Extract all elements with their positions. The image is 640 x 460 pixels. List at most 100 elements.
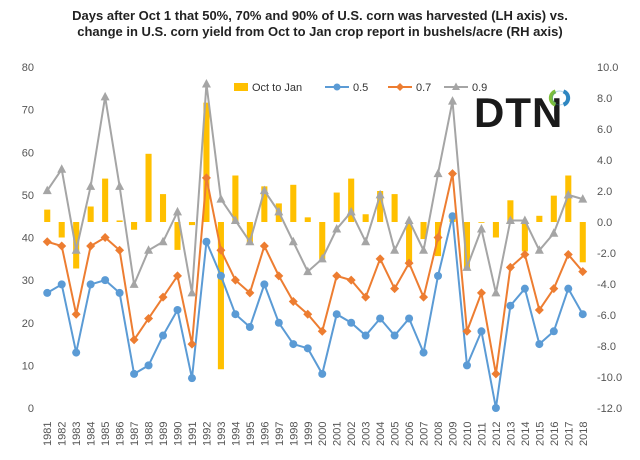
line-series-0.9 bbox=[42, 79, 588, 297]
line-series-0.7 bbox=[42, 169, 588, 379]
right-tick-label: 2.0 bbox=[597, 186, 612, 198]
point-circle bbox=[535, 340, 544, 349]
dtn-logo: DTN bbox=[474, 89, 571, 136]
point-diamond bbox=[245, 288, 255, 298]
x-tick-label: 1986 bbox=[115, 422, 127, 446]
point-circle bbox=[245, 323, 254, 332]
point-diamond bbox=[375, 254, 385, 264]
x-tick-label: 2008 bbox=[433, 422, 445, 446]
x-tick-label: 2009 bbox=[448, 422, 460, 446]
x-tick-label: 2018 bbox=[578, 422, 590, 446]
x-tick-label: 1984 bbox=[86, 422, 98, 446]
point-triangle bbox=[115, 181, 125, 190]
point-circle bbox=[520, 284, 529, 293]
bar bbox=[420, 222, 427, 240]
legend-item: 0.9 bbox=[444, 82, 487, 94]
bar bbox=[478, 222, 485, 223]
x-tick-label: 2013 bbox=[505, 422, 517, 446]
x-tick-label: 1989 bbox=[158, 422, 170, 446]
x-tick-label: 1985 bbox=[100, 422, 112, 446]
left-tick-label: 0 bbox=[28, 403, 34, 415]
right-tick-label: 10.0 bbox=[597, 62, 618, 74]
point-diamond bbox=[129, 335, 139, 345]
legend-item: 0.5 bbox=[325, 82, 368, 94]
x-tick-label: 1983 bbox=[71, 422, 83, 446]
right-tick-label: -4.0 bbox=[597, 279, 616, 291]
bar bbox=[246, 222, 253, 244]
x-tick-label: 1999 bbox=[303, 422, 315, 446]
bar bbox=[406, 222, 413, 263]
point-circle bbox=[405, 314, 414, 323]
right-tick-label: -6.0 bbox=[597, 310, 616, 322]
bar bbox=[261, 186, 268, 222]
bar bbox=[463, 222, 471, 269]
line-series bbox=[42, 79, 588, 412]
point-circle bbox=[216, 271, 225, 280]
point-diamond bbox=[144, 313, 154, 323]
bar bbox=[232, 175, 239, 222]
x-tick-label: 2001 bbox=[332, 422, 344, 446]
x-tick-label: 2007 bbox=[419, 422, 431, 446]
point-diamond bbox=[578, 267, 588, 277]
point-triangle bbox=[448, 96, 457, 105]
x-tick-label: 2015 bbox=[534, 422, 546, 446]
left-tick-label: 30 bbox=[22, 275, 34, 287]
point-circle bbox=[187, 374, 196, 383]
point-diamond bbox=[201, 173, 211, 183]
logo-text: DTN bbox=[474, 89, 563, 136]
point-triangle bbox=[491, 287, 501, 297]
bar bbox=[304, 217, 311, 222]
legend-item: 0.7 bbox=[388, 82, 431, 94]
point-diamond bbox=[462, 326, 472, 336]
point-circle bbox=[578, 310, 587, 319]
chart-title-line-2: change in U.S. corn yield from Oct to Ja… bbox=[77, 24, 563, 39]
point-circle bbox=[419, 348, 428, 357]
point-circle bbox=[130, 369, 139, 378]
right-tick-label: 4.0 bbox=[597, 155, 612, 167]
x-tick-label: 2010 bbox=[462, 422, 474, 446]
bar bbox=[492, 222, 499, 238]
x-tick-label: 1993 bbox=[216, 422, 228, 446]
chart-title: Days after Oct 1 that 50%, 70% and 90% o… bbox=[20, 8, 620, 40]
series-line bbox=[46, 173, 584, 375]
bar bbox=[290, 184, 297, 222]
legend-marker bbox=[452, 82, 460, 90]
point-triangle bbox=[71, 245, 81, 254]
chart-title-line-1: Days after Oct 1 that 50%, 70% and 90% o… bbox=[72, 8, 568, 23]
x-tick-label: 1994 bbox=[230, 422, 242, 446]
point-triangle bbox=[303, 266, 313, 276]
bar bbox=[579, 222, 586, 263]
bar bbox=[507, 200, 514, 222]
point-circle bbox=[462, 361, 471, 370]
bar bbox=[102, 178, 109, 222]
x-tick-label: 1982 bbox=[57, 422, 69, 446]
point-circle bbox=[376, 314, 385, 323]
point-triangle bbox=[433, 168, 443, 178]
x-tick-label: 1992 bbox=[201, 422, 213, 446]
point-diamond bbox=[491, 369, 501, 379]
point-circle bbox=[231, 310, 240, 319]
x-tick-label: 2002 bbox=[346, 422, 358, 446]
right-tick-label: -8.0 bbox=[597, 341, 616, 353]
left-tick-label: 40 bbox=[22, 233, 34, 245]
point-diamond bbox=[332, 271, 342, 281]
point-circle bbox=[361, 331, 370, 340]
bar bbox=[217, 222, 224, 370]
legend-marker bbox=[333, 83, 341, 91]
legend-item: Oct to Jan bbox=[234, 82, 302, 94]
bar bbox=[203, 102, 210, 222]
left-tick-label: 70 bbox=[22, 105, 34, 117]
point-triangle bbox=[201, 79, 211, 88]
x-tick-label: 2005 bbox=[390, 422, 402, 446]
right-tick-label: -10.0 bbox=[597, 372, 622, 384]
point-circle bbox=[144, 361, 153, 370]
legend-label: Oct to Jan bbox=[252, 82, 302, 94]
point-triangle bbox=[578, 194, 588, 203]
x-tick-label: 1996 bbox=[259, 422, 271, 446]
point-triangle bbox=[505, 215, 515, 224]
point-circle bbox=[115, 288, 124, 297]
point-triangle bbox=[158, 236, 168, 246]
x-tick-label: 1995 bbox=[245, 422, 257, 446]
point-diamond bbox=[100, 233, 110, 242]
point-circle bbox=[448, 212, 457, 221]
